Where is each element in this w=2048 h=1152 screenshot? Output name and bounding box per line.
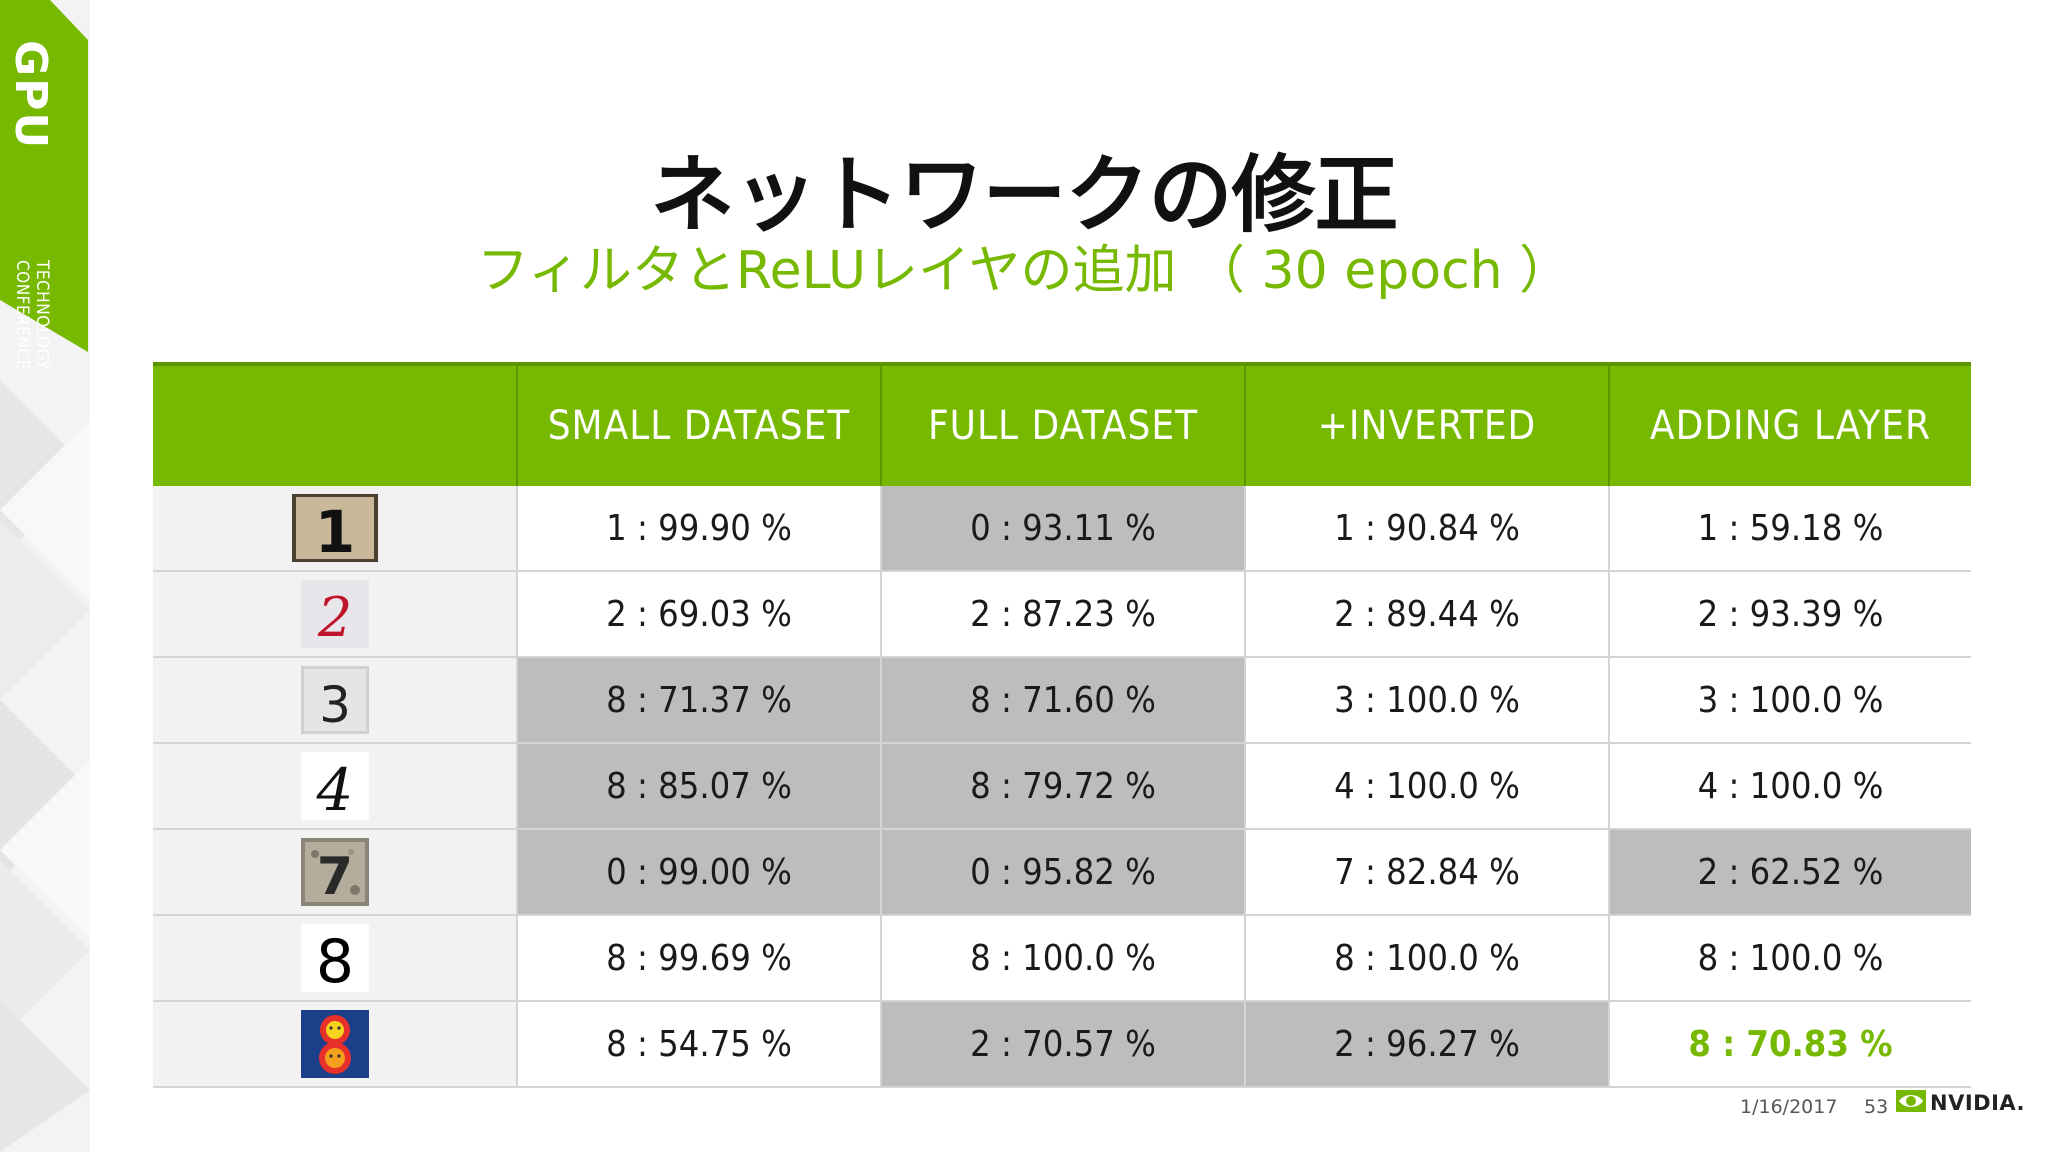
cell-small-dataset: 0 : 99.00 % [516,829,881,916]
digit-4-handwritten-thumbnail: 4 [300,752,369,820]
digit-3-embossed-thumbnail: 3 [300,666,369,734]
cell-inverted: 1 : 90.84 % [1244,486,1609,572]
slide-subtitle: フィルタとReLUレイヤの追加 （ 30 epoch ） [476,241,1572,301]
gtc-badge-big: GPU [5,40,56,151]
results-table: SMALL DATASET FULL DATASET +INVERTED ADD… [153,362,1971,1088]
table-row: 8 : 54.75 % 2 : 70.57 % 2 : 96.27 % 8 : … [153,1001,1971,1088]
cell-inverted: 4 : 100.0 % [1244,743,1609,830]
header-image [153,362,517,486]
nvidia-logo: NVIDIA. [1896,1090,2025,1116]
table-row: 8 8 : 99.69 % 8 : 100.0 % 8 : 100.0 % 8 … [153,915,1971,1002]
row-image-cell: 7 [153,829,517,916]
cell-full-dataset: 2 : 70.57 % [880,1001,1245,1088]
table-row: 3 8 : 71.37 % 8 : 71.60 % 3 : 100.0 % 3 … [153,657,1971,744]
header-full-dataset: FULL DATASET [880,362,1245,486]
row-image-cell: 8 [153,915,517,1002]
cell-adding-layer: 4 : 100.0 % [1608,743,1971,830]
cell-small-dataset: 8 : 54.75 % [516,1001,881,1088]
digit-4-glyph: 4 [315,756,353,820]
gtc-badge-small: TECHNOLOGY CONFERENCE [12,260,52,370]
header-adding-layer: ADDING LAYER [1608,362,1971,486]
cell-full-dataset: 8 : 100.0 % [880,915,1245,1002]
table-row: 1 1 : 99.90 % 0 : 93.11 % 1 : 90.84 % 1 … [153,486,1971,572]
row-image-cell: 4 [153,743,517,830]
cell-inverted: 8 : 100.0 % [1244,915,1609,1002]
row-image-cell: 1 [153,486,517,572]
table-row: 7 0 : 99.00 % 0 : 95.82 % 7 : 82.84 % 2 … [153,829,1971,916]
digit-8-glyph: 8 [315,927,353,992]
cell-inverted: 7 : 82.84 % [1244,829,1609,916]
table-row: 2 2 : 69.03 % 2 : 87.23 % 2 : 89.44 % 2 … [153,571,1971,658]
cell-full-dataset: 0 : 95.82 % [880,829,1245,916]
nvidia-eye-icon [1896,1090,1926,1116]
cell-inverted: 2 : 96.27 % [1244,1001,1609,1088]
digit-8-font-thumbnail: 8 [300,924,369,992]
digit-2-glyph: 2 [316,586,351,648]
digit-7-stone-thumbnail: 7 [300,838,369,906]
cell-small-dataset: 8 : 85.07 % [516,743,881,830]
slide-title: ネットワークの修正 [650,146,1398,244]
digit-3-glyph: 3 [319,676,351,734]
cell-adding-layer: 2 : 62.52 % [1608,829,1971,916]
digit-2-handwritten-thumbnail: 2 [300,580,369,648]
header-small-dataset: SMALL DATASET [516,362,881,486]
digit-1-photo-thumbnail: 1 [291,494,378,562]
cell-inverted: 2 : 89.44 % [1244,571,1609,658]
gtc-badge-line2: CONFERENCE [12,260,32,370]
header-inverted: +INVERTED [1244,362,1609,486]
cell-full-dataset: 2 : 87.23 % [880,571,1245,658]
cell-full-dataset: 0 : 93.11 % [880,486,1245,572]
digit-1-glyph: 1 [314,498,354,562]
cell-adding-layer: 8 : 100.0 % [1608,915,1971,1002]
cell-adding-layer: 2 : 93.39 % [1608,571,1971,658]
footer-date: 1/16/2017 [1740,1096,1838,1118]
cell-small-dataset: 8 : 99.69 % [516,915,881,1002]
table-row: 4 8 : 85.07 % 8 : 79.72 % 4 : 100.0 % 4 … [153,743,1971,830]
row-image-cell: 2 [153,571,517,658]
gtc-badge: GPU TECHNOLOGY CONFERENCE [0,0,90,370]
gtc-badge-text: GPU TECHNOLOGY CONFERENCE [5,40,56,370]
footer-page-number: 53 [1864,1096,1889,1118]
cell-small-dataset: 1 : 99.90 % [516,486,881,572]
cell-adding-layer: 1 : 59.18 % [1608,486,1971,572]
cell-full-dataset: 8 : 71.60 % [880,657,1245,744]
digit-8-smiley-thumbnail [300,1010,369,1078]
nvidia-wordmark: NVIDIA. [1930,1091,2026,1115]
cell-adding-layer: 3 : 100.0 % [1608,657,1971,744]
cell-inverted: 3 : 100.0 % [1244,657,1609,744]
cell-full-dataset: 8 : 79.72 % [880,743,1245,830]
cell-small-dataset: 8 : 71.37 % [516,657,881,744]
row-image-cell: 3 [153,657,517,744]
table-header-row: SMALL DATASET FULL DATASET +INVERTED ADD… [153,362,1971,486]
digit-7-glyph: 7 [316,847,352,906]
row-image-cell [153,1001,517,1088]
cell-small-dataset: 2 : 69.03 % [516,571,881,658]
gtc-badge-line1: TECHNOLOGY [32,260,52,371]
cell-adding-layer-best: 8 : 70.83 % [1608,1001,1971,1088]
